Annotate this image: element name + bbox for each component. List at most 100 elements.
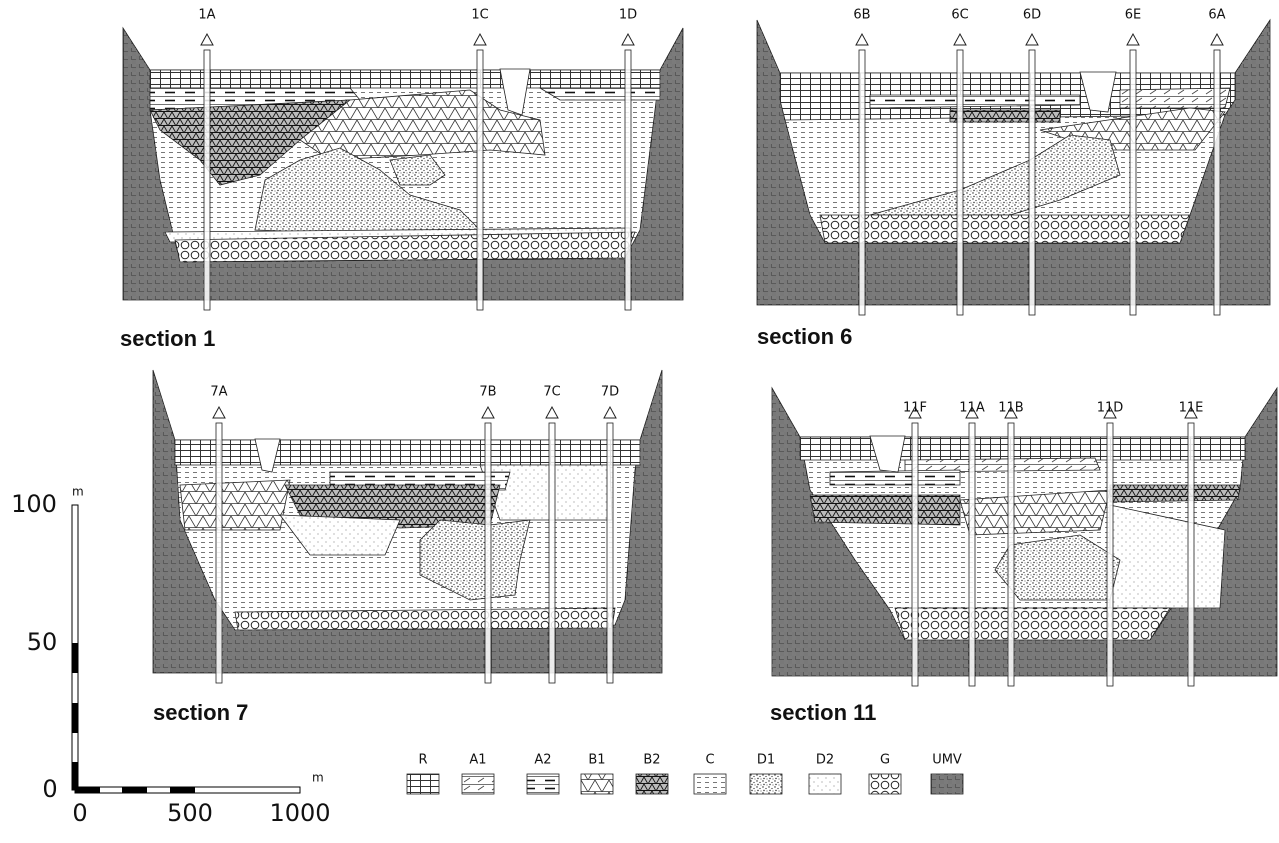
borehole-marker bbox=[200, 32, 214, 46]
legend-swatch bbox=[808, 773, 842, 795]
legend-swatch bbox=[406, 773, 440, 795]
borehole bbox=[956, 49, 964, 316]
scale-segment bbox=[75, 787, 100, 793]
valley bbox=[1079, 71, 1117, 113]
borehole-marker bbox=[481, 405, 495, 419]
layer-d1 bbox=[419, 519, 531, 601]
legend-label: D1 bbox=[757, 753, 775, 768]
borehole-label: 6B bbox=[853, 8, 870, 23]
legend-swatch bbox=[868, 773, 902, 795]
borehole bbox=[968, 422, 976, 687]
sections: 1A 1C 1D section 1 6B 6C 6D 6E 6A section 6 7A 7B 7C… bbox=[120, 8, 1278, 725]
borehole-label: 7A bbox=[210, 385, 227, 400]
borehole bbox=[1213, 49, 1221, 316]
layer-d2 bbox=[279, 514, 401, 556]
borehole bbox=[1106, 422, 1114, 687]
borehole-label: 1D bbox=[619, 8, 637, 23]
section: 6B 6C 6D 6E 6A section 6 bbox=[756, 8, 1271, 349]
legend-label: D2 bbox=[816, 753, 834, 768]
layer-g bbox=[234, 607, 616, 631]
scale-tick: 100 bbox=[11, 490, 57, 518]
borehole-label: 11B bbox=[998, 401, 1023, 416]
layer-b1 bbox=[959, 489, 1111, 536]
borehole-label: 6C bbox=[951, 8, 968, 23]
scale-tick: 1000 bbox=[269, 799, 330, 827]
layer-g bbox=[819, 214, 1191, 244]
borehole bbox=[1007, 422, 1015, 687]
borehole bbox=[1187, 422, 1195, 687]
legend: R A1 A2 B1 B2 C D1 D2 G UMV bbox=[406, 753, 964, 795]
scale-tick: 500 bbox=[167, 799, 213, 827]
section-title: section 11 bbox=[770, 700, 876, 725]
legend-label: B1 bbox=[588, 753, 605, 768]
layer-r bbox=[174, 439, 641, 466]
borehole-marker bbox=[1184, 405, 1198, 419]
borehole-label: 6E bbox=[1125, 8, 1142, 23]
section: 1A 1C 1D section 1 bbox=[120, 8, 684, 351]
borehole-label: 6D bbox=[1023, 8, 1041, 23]
borehole bbox=[476, 49, 484, 311]
layer-b2 bbox=[809, 494, 961, 526]
layer-a1 bbox=[1119, 87, 1231, 109]
borehole-label: 11E bbox=[1179, 401, 1204, 416]
borehole-marker bbox=[212, 405, 226, 419]
borehole-label: 11F bbox=[903, 401, 927, 416]
legend-swatch bbox=[526, 773, 560, 795]
borehole-marker bbox=[473, 32, 487, 46]
borehole-marker bbox=[1210, 32, 1224, 46]
scale-segment bbox=[72, 643, 78, 673]
scale-bar: m 100 50 0 m 0 500 1000 bbox=[11, 485, 330, 828]
borehole-marker bbox=[1025, 32, 1039, 46]
borehole-marker bbox=[545, 405, 559, 419]
borehole bbox=[606, 422, 614, 684]
section-title: section 6 bbox=[757, 324, 852, 349]
valley bbox=[254, 438, 281, 473]
legend-label: B2 bbox=[643, 753, 660, 768]
layer-r bbox=[149, 69, 661, 89]
borehole-label: 7D bbox=[601, 385, 619, 400]
borehole bbox=[203, 49, 211, 311]
section: 7A 7B 7C 7D section 7 bbox=[152, 369, 663, 725]
layer-g bbox=[894, 607, 1171, 641]
scale-segment bbox=[122, 787, 147, 793]
layer-d1 bbox=[389, 154, 446, 186]
legend-label: C bbox=[705, 753, 714, 768]
borehole-label: 7B bbox=[479, 385, 496, 400]
layer-a1 bbox=[904, 457, 1101, 473]
legend-swatch bbox=[635, 773, 669, 795]
section: 11F 11A 11B 11D 11E section 11 bbox=[770, 386, 1278, 725]
borehole bbox=[1129, 49, 1137, 316]
layer-b2 bbox=[1109, 484, 1241, 503]
borehole-marker bbox=[908, 405, 922, 419]
legend-label: A2 bbox=[534, 753, 551, 768]
legend-label: A1 bbox=[469, 753, 486, 768]
borehole-label: 1C bbox=[471, 8, 488, 23]
layer-r bbox=[799, 436, 1246, 461]
legend-swatch bbox=[580, 773, 614, 795]
borehole-label: 6A bbox=[1208, 8, 1225, 23]
borehole bbox=[215, 422, 223, 684]
borehole-label: 7C bbox=[543, 385, 560, 400]
legend-swatch bbox=[930, 773, 964, 795]
scale-unit: m bbox=[72, 485, 84, 499]
borehole-marker bbox=[1004, 405, 1018, 419]
borehole bbox=[548, 422, 556, 684]
legend-label: G bbox=[880, 753, 890, 768]
scale-segment bbox=[72, 762, 78, 790]
layer-b2 bbox=[949, 109, 1061, 123]
borehole-label: 11D bbox=[1097, 401, 1124, 416]
legend-label: UMV bbox=[932, 753, 962, 768]
borehole-marker bbox=[1103, 405, 1117, 419]
layer-a2 bbox=[538, 87, 661, 101]
scale-tick: 50 bbox=[27, 628, 58, 656]
legend-swatch bbox=[461, 773, 495, 795]
legend-swatch bbox=[693, 773, 727, 795]
section-title: section 1 bbox=[120, 326, 215, 351]
legend-swatch bbox=[749, 773, 783, 795]
borehole-marker bbox=[953, 32, 967, 46]
borehole-marker bbox=[965, 405, 979, 419]
layer-d1 bbox=[869, 134, 1121, 216]
layer-b1 bbox=[179, 479, 291, 531]
borehole bbox=[911, 422, 919, 687]
